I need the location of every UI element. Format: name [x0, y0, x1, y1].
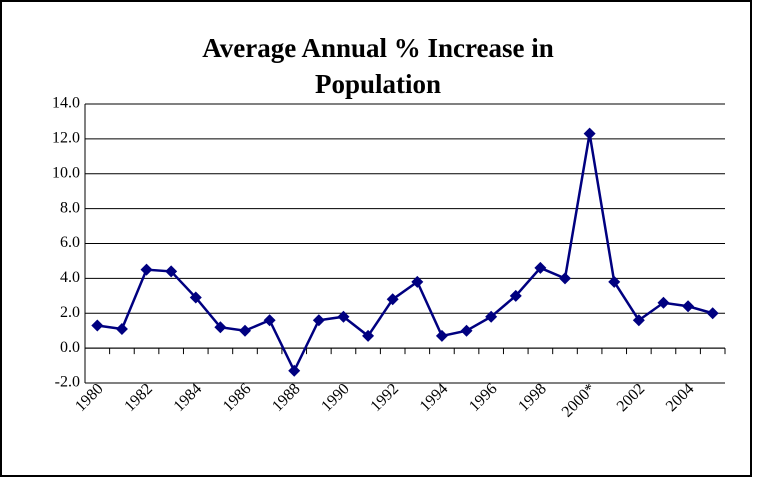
- y-tick-label: 2.0: [60, 304, 80, 321]
- data-point: [386, 293, 399, 306]
- data-point: [632, 314, 645, 327]
- data-point: [583, 127, 596, 140]
- data-point: [140, 263, 153, 276]
- data-point: [91, 319, 104, 332]
- y-tick-label: 0.0: [60, 339, 80, 356]
- data-point: [534, 261, 547, 274]
- chart-title: Average Annual % Increase in Population: [202, 33, 554, 99]
- y-tick-label: 12.0: [52, 130, 80, 147]
- data-point: [657, 296, 670, 309]
- y-tick-label: -2.0: [55, 374, 80, 391]
- data-point: [312, 314, 325, 327]
- data-point: [165, 265, 178, 278]
- data-line: [97, 133, 714, 374]
- data-point: [189, 291, 202, 304]
- data-point: [608, 275, 621, 288]
- data-point: [509, 289, 522, 302]
- data-point: [485, 310, 498, 323]
- data-point: [682, 300, 695, 313]
- data-point: [435, 329, 448, 342]
- data-point: [288, 364, 301, 377]
- y-tick-label: 10.0: [52, 164, 80, 181]
- data-point: [239, 324, 251, 337]
- data-point: [559, 272, 571, 285]
- data-point: [214, 321, 227, 334]
- y-tick-label: 4.0: [60, 269, 80, 286]
- data-point: [411, 275, 424, 288]
- y-tick-label: 8.0: [60, 199, 80, 216]
- data-point: [337, 310, 350, 323]
- data-point: [706, 307, 719, 320]
- data-point: [115, 322, 128, 335]
- data-point: [362, 329, 375, 342]
- data-point: [460, 324, 473, 337]
- y-tick-label: 6.0: [60, 234, 80, 251]
- data-point: [263, 314, 276, 327]
- y-tick-label: 14.0: [52, 95, 80, 112]
